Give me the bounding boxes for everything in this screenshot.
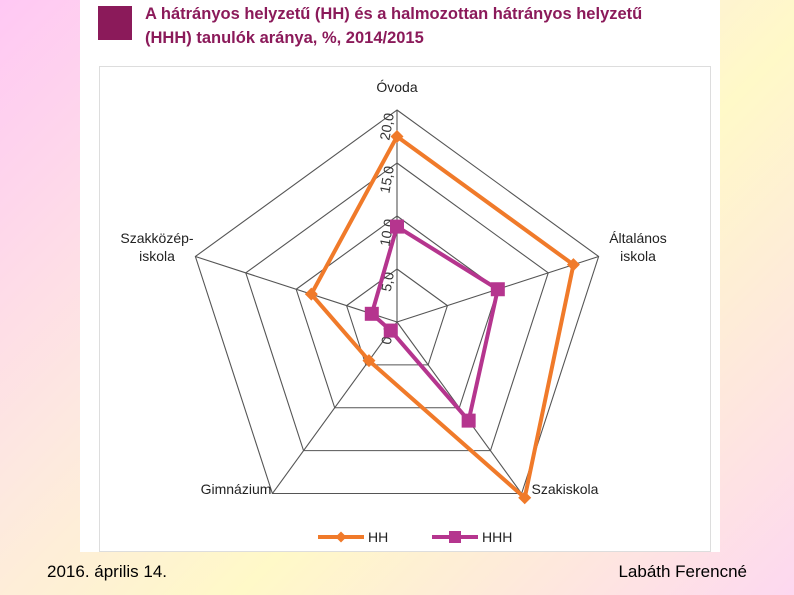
legend-marker-HH: [335, 531, 347, 543]
chart-frame: [99, 66, 711, 552]
chart-title-line-1: A hátrányos helyzetű (HH) és a halmozott…: [145, 5, 643, 23]
radar-series: [304, 130, 580, 505]
marker-HH-2: [518, 491, 532, 505]
chart-legend: HH HHH: [318, 529, 512, 545]
marker-HHH-0: [390, 219, 404, 234]
marker-HH-1: [566, 258, 580, 272]
title-color-square: [98, 6, 132, 40]
grid-spoke-4: [195, 255, 398, 323]
chart-title-line-2: (HHH) tanulók aránya, %, 2014/2015: [145, 29, 424, 47]
marker-HH-3: [362, 354, 376, 368]
grid-ring-4: [194, 109, 600, 495]
axis-label-3-0: Gimnázium: [201, 481, 272, 497]
marker-HHH-4: [364, 306, 379, 321]
marker-HH-4: [304, 287, 318, 301]
axis-label-2-0: Szakiskola: [532, 481, 599, 497]
axis-label-4-0: Szakközép-: [120, 230, 193, 246]
series-line-HH: [309, 134, 576, 500]
marker-HHH-2: [461, 413, 476, 428]
radar-grid: [194, 109, 600, 495]
legend-label-HHH: HHH: [482, 529, 512, 545]
slide-panel: [80, 0, 720, 552]
series-line-HHH: [369, 224, 500, 423]
legend-marker-HHH: [449, 531, 461, 543]
axis-label-0-0: Óvoda: [376, 79, 417, 95]
tick-label-4: 20,0: [376, 112, 397, 142]
radar-axis-labels: Óvoda Általános iskola Szakiskola Gimnázium S…: [120, 79, 666, 497]
grid-spoke-3: [271, 321, 398, 494]
axis-label-4-1: iskola: [139, 248, 175, 264]
marker-HHH-1: [490, 282, 505, 297]
tick-label-3: 15,0: [376, 165, 397, 195]
legend-label-HH: HH: [368, 529, 388, 545]
footer-date: 2016. április 14.: [47, 562, 168, 581]
axis-label-1-1: iskola: [620, 248, 656, 264]
footer-author: Labáth Ferencné: [618, 562, 747, 581]
marker-HH-0: [390, 130, 404, 143]
axis-label-1-0: Általános: [609, 230, 667, 246]
grid-ring-1: [345, 268, 449, 366]
marker-HHH-3: [383, 323, 398, 338]
grid-ring-3: [245, 162, 549, 452]
